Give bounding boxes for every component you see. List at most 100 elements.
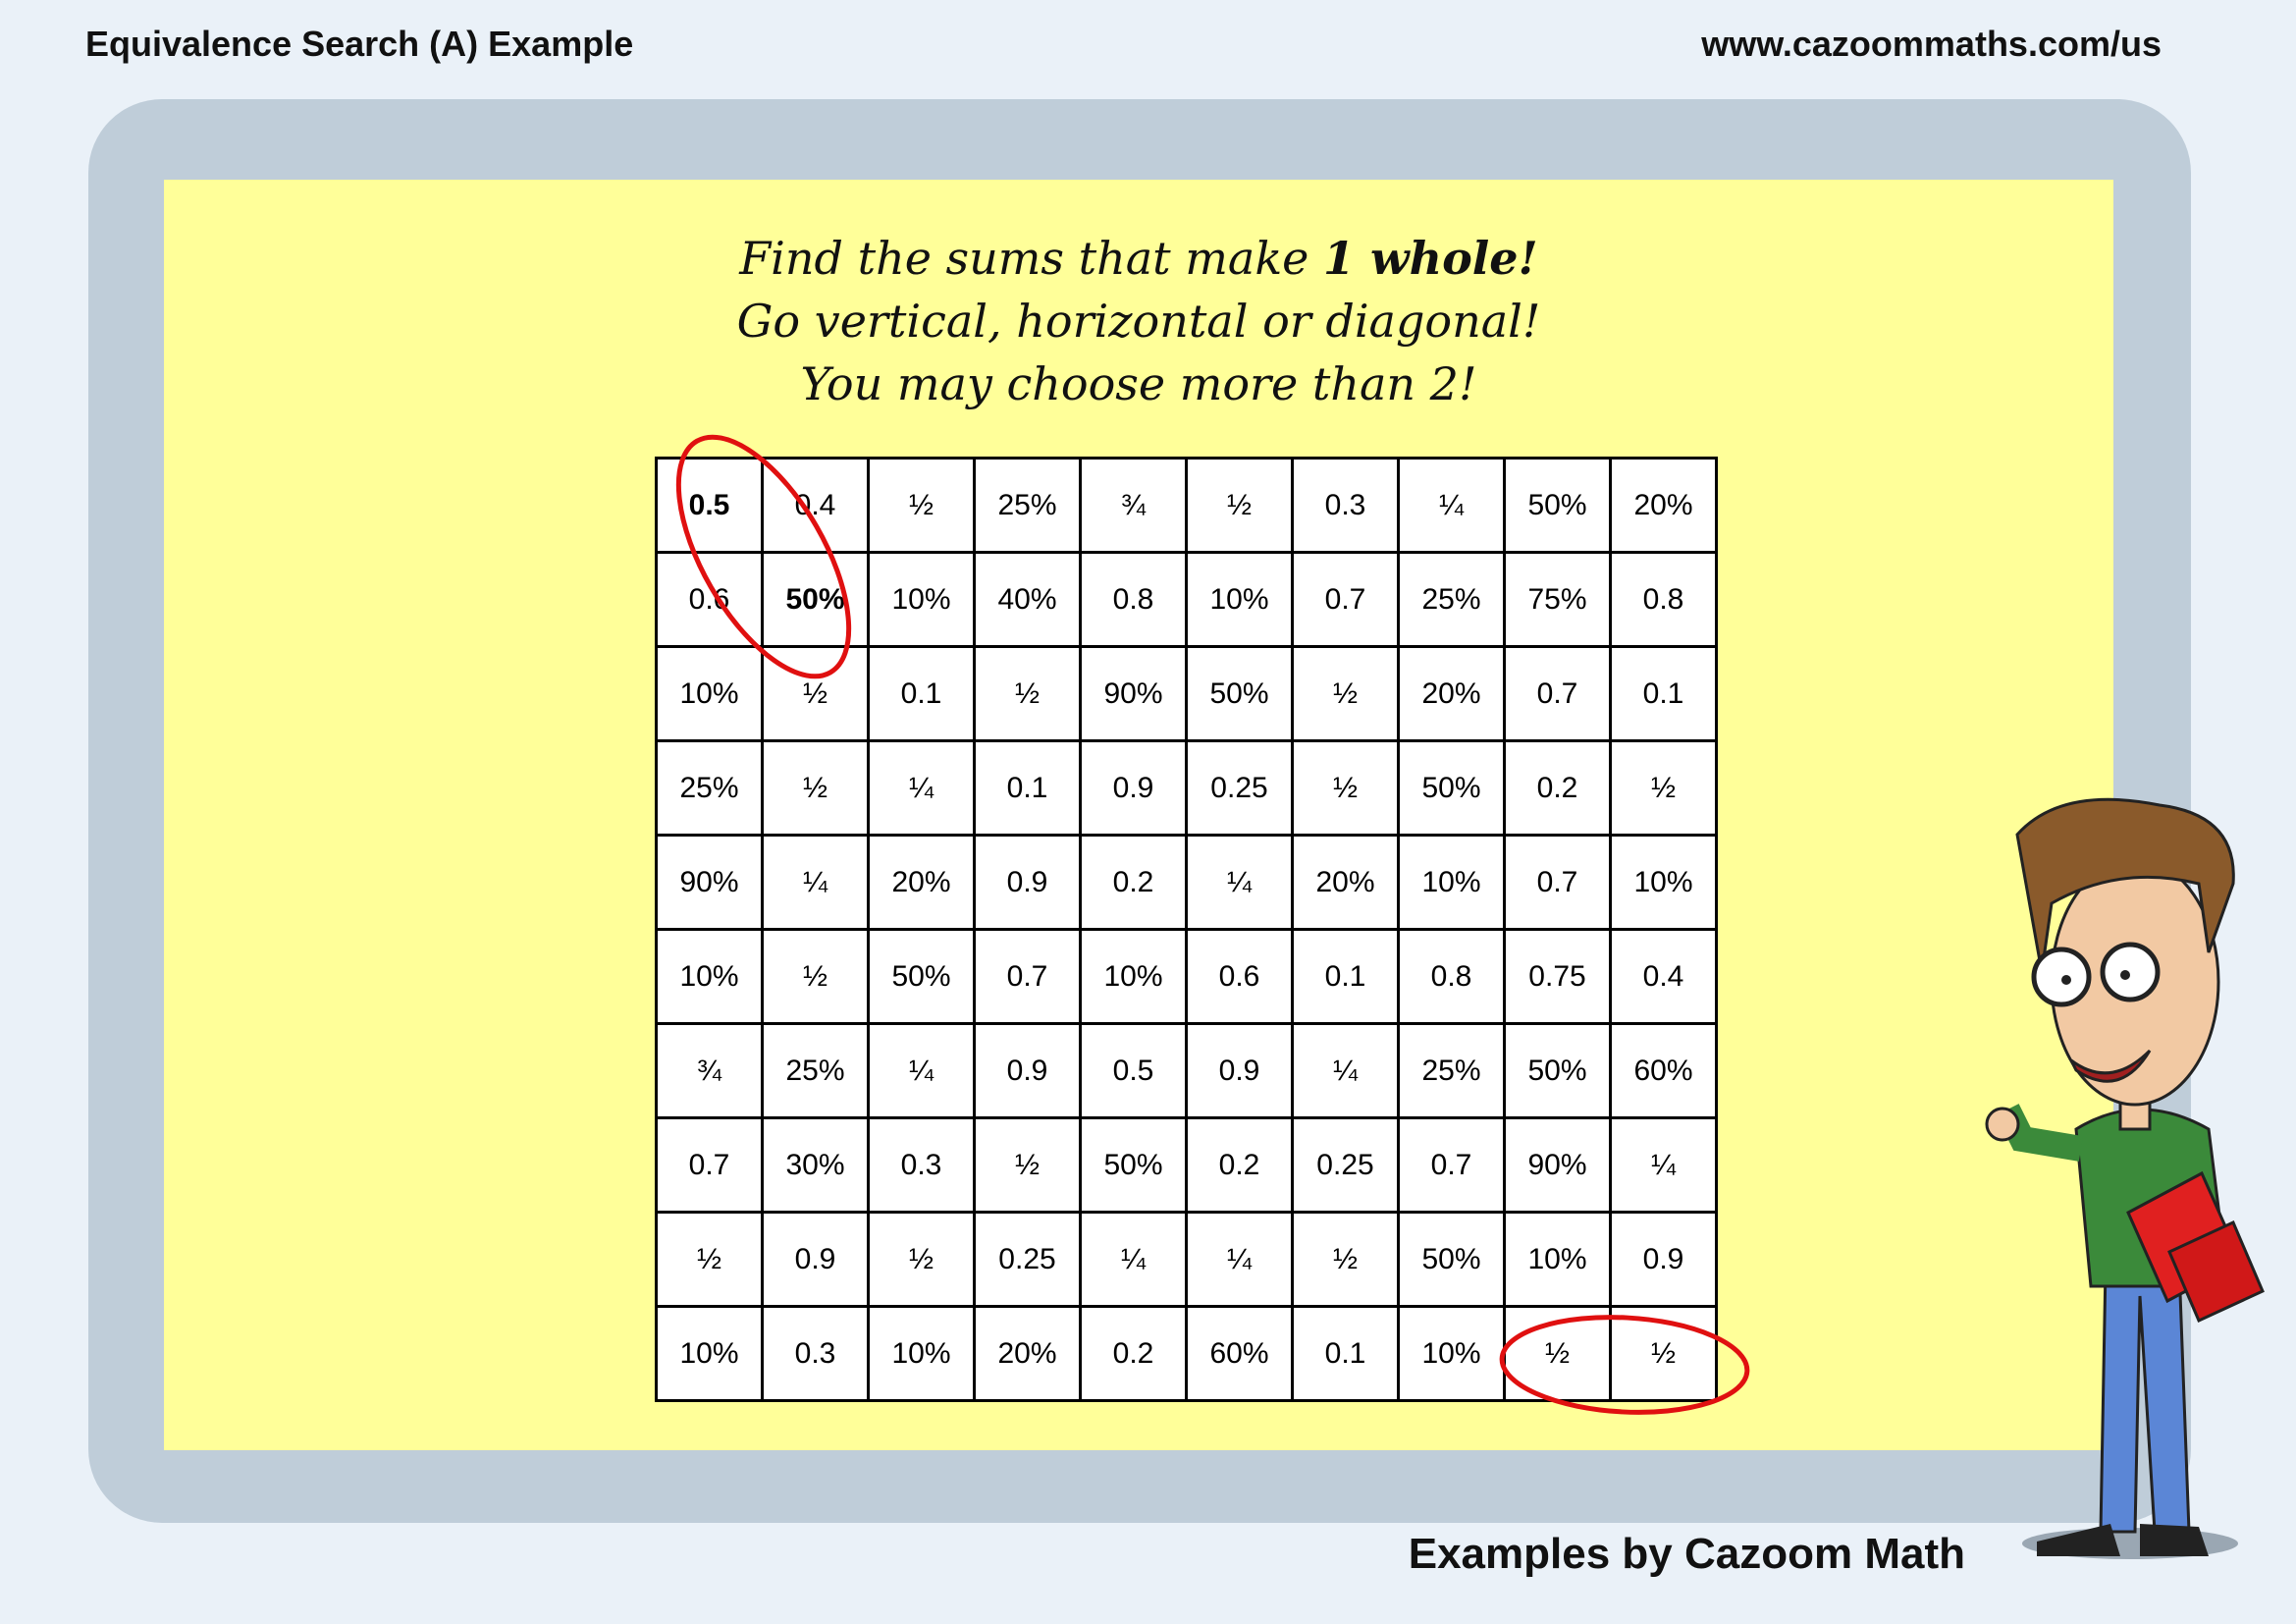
grid-cell[interactable]: 0.3 xyxy=(1291,457,1400,554)
grid-cell[interactable]: 0.2 xyxy=(1079,1305,1188,1402)
grid-cell[interactable]: ¼ xyxy=(1079,1211,1188,1308)
grid-cell[interactable]: ½ xyxy=(1291,739,1400,837)
grid-cell[interactable]: 0.1 xyxy=(1291,928,1400,1025)
grid-cell[interactable]: ½ xyxy=(867,457,976,554)
grid-cell[interactable]: 10% xyxy=(1609,834,1718,931)
grid-cell[interactable]: 0.25 xyxy=(1185,739,1294,837)
grid-cell[interactable]: 0.9 xyxy=(1185,1022,1294,1119)
website-url[interactable]: www.cazoommaths.com/us xyxy=(1701,24,2162,64)
grid-cell[interactable]: ¾ xyxy=(655,1022,764,1119)
grid-cell[interactable]: ½ xyxy=(1609,1305,1718,1402)
grid-cell[interactable]: 60% xyxy=(1609,1022,1718,1119)
grid-cell[interactable]: ¼ xyxy=(1291,1022,1400,1119)
grid-cell[interactable]: ½ xyxy=(973,645,1082,742)
grid-cell[interactable]: 0.3 xyxy=(761,1305,870,1402)
grid-cell[interactable]: 20% xyxy=(1291,834,1400,931)
grid-cell[interactable]: 50% xyxy=(1397,739,1506,837)
grid-cell[interactable]: 0.4 xyxy=(761,457,870,554)
grid-cell[interactable]: 0.5 xyxy=(655,457,764,554)
grid-cell[interactable]: 0.3 xyxy=(867,1116,976,1214)
grid-cell[interactable]: 0.1 xyxy=(1291,1305,1400,1402)
grid-cell[interactable]: 40% xyxy=(973,551,1082,648)
grid-cell[interactable]: 90% xyxy=(1503,1116,1612,1214)
grid-cell[interactable]: 20% xyxy=(1397,645,1506,742)
grid-cell[interactable]: ½ xyxy=(1609,739,1718,837)
grid-cell[interactable]: 25% xyxy=(761,1022,870,1119)
grid-cell[interactable]: ¼ xyxy=(867,1022,976,1119)
grid-cell[interactable]: 0.5 xyxy=(1079,1022,1188,1119)
grid-cell[interactable]: 30% xyxy=(761,1116,870,1214)
grid-cell[interactable]: 0.7 xyxy=(1503,834,1612,931)
grid-cell[interactable]: 50% xyxy=(1079,1116,1188,1214)
grid-cell[interactable]: ½ xyxy=(973,1116,1082,1214)
grid-cell[interactable]: 20% xyxy=(973,1305,1082,1402)
grid-cell[interactable]: 10% xyxy=(1079,928,1188,1025)
grid-cell[interactable]: 0.9 xyxy=(973,1022,1082,1119)
grid-cell[interactable]: ½ xyxy=(1291,645,1400,742)
grid-cell[interactable]: 20% xyxy=(1609,457,1718,554)
grid-cell[interactable]: ½ xyxy=(1503,1305,1612,1402)
grid-cell[interactable]: 0.1 xyxy=(867,645,976,742)
grid-cell[interactable]: 25% xyxy=(1397,1022,1506,1119)
grid-cell[interactable]: 0.25 xyxy=(973,1211,1082,1308)
grid-cell[interactable]: 0.7 xyxy=(1503,645,1612,742)
grid-cell[interactable]: 0.7 xyxy=(973,928,1082,1025)
grid-cell[interactable]: 10% xyxy=(1397,834,1506,931)
grid-cell[interactable]: 90% xyxy=(655,834,764,931)
grid-cell[interactable]: 0.9 xyxy=(1079,739,1188,837)
grid-cell[interactable]: 50% xyxy=(1503,457,1612,554)
grid-cell[interactable]: 0.9 xyxy=(761,1211,870,1308)
grid-cell[interactable]: 10% xyxy=(867,551,976,648)
grid-cell[interactable]: 60% xyxy=(1185,1305,1294,1402)
grid-cell[interactable]: ¼ xyxy=(1185,1211,1294,1308)
grid-cell[interactable]: ¼ xyxy=(1609,1116,1718,1214)
grid-cell[interactable]: 0.9 xyxy=(1609,1211,1718,1308)
grid-cell[interactable]: ¼ xyxy=(1185,834,1294,931)
grid-cell[interactable]: ½ xyxy=(761,645,870,742)
grid-cell[interactable]: 25% xyxy=(973,457,1082,554)
grid-cell[interactable]: 75% xyxy=(1503,551,1612,648)
grid-cell[interactable]: 10% xyxy=(1185,551,1294,648)
grid-cell[interactable]: 10% xyxy=(655,645,764,742)
grid-cell[interactable]: 10% xyxy=(867,1305,976,1402)
grid-cell[interactable]: 0.7 xyxy=(655,1116,764,1214)
grid-cell[interactable]: 25% xyxy=(655,739,764,837)
grid-cell[interactable]: 50% xyxy=(1397,1211,1506,1308)
grid-cell[interactable]: 0.2 xyxy=(1079,834,1188,931)
grid-cell[interactable]: 20% xyxy=(867,834,976,931)
grid-cell[interactable]: ½ xyxy=(867,1211,976,1308)
grid-cell[interactable]: 0.25 xyxy=(1291,1116,1400,1214)
grid-cell[interactable]: 50% xyxy=(867,928,976,1025)
grid-cell[interactable]: 0.2 xyxy=(1503,739,1612,837)
grid-cell[interactable]: 10% xyxy=(1397,1305,1506,1402)
grid-cell[interactable]: 0.8 xyxy=(1079,551,1188,648)
grid-cell[interactable]: 90% xyxy=(1079,645,1188,742)
grid-cell[interactable]: ¾ xyxy=(1079,457,1188,554)
grid-cell[interactable]: ½ xyxy=(655,1211,764,1308)
grid-cell[interactable]: 0.4 xyxy=(1609,928,1718,1025)
grid-cell[interactable]: 0.6 xyxy=(1185,928,1294,1025)
grid-cell[interactable]: 0.1 xyxy=(1609,645,1718,742)
grid-cell[interactable]: 0.8 xyxy=(1609,551,1718,648)
grid-cell[interactable]: ¼ xyxy=(761,834,870,931)
grid-cell[interactable]: 0.2 xyxy=(1185,1116,1294,1214)
grid-cell[interactable]: 10% xyxy=(655,1305,764,1402)
grid-cell[interactable]: 0.1 xyxy=(973,739,1082,837)
grid-cell[interactable]: 50% xyxy=(1185,645,1294,742)
grid-cell[interactable]: 50% xyxy=(1503,1022,1612,1119)
grid-cell[interactable]: 0.7 xyxy=(1291,551,1400,648)
grid-cell[interactable]: 0.7 xyxy=(1397,1116,1506,1214)
grid-cell[interactable]: ¼ xyxy=(1397,457,1506,554)
grid-cell[interactable]: 0.9 xyxy=(973,834,1082,931)
grid-cell[interactable]: ½ xyxy=(1185,457,1294,554)
grid-cell[interactable]: 0.75 xyxy=(1503,928,1612,1025)
grid-cell[interactable]: 50% xyxy=(761,551,870,648)
grid-cell[interactable]: ¼ xyxy=(867,739,976,837)
grid-cell[interactable]: ½ xyxy=(1291,1211,1400,1308)
grid-cell[interactable]: 10% xyxy=(655,928,764,1025)
grid-cell[interactable]: 10% xyxy=(1503,1211,1612,1308)
grid-cell[interactable]: ½ xyxy=(761,928,870,1025)
grid-cell[interactable]: 0.8 xyxy=(1397,928,1506,1025)
grid-cell[interactable]: ½ xyxy=(761,739,870,837)
grid-cell[interactable]: 0.6 xyxy=(655,551,764,648)
